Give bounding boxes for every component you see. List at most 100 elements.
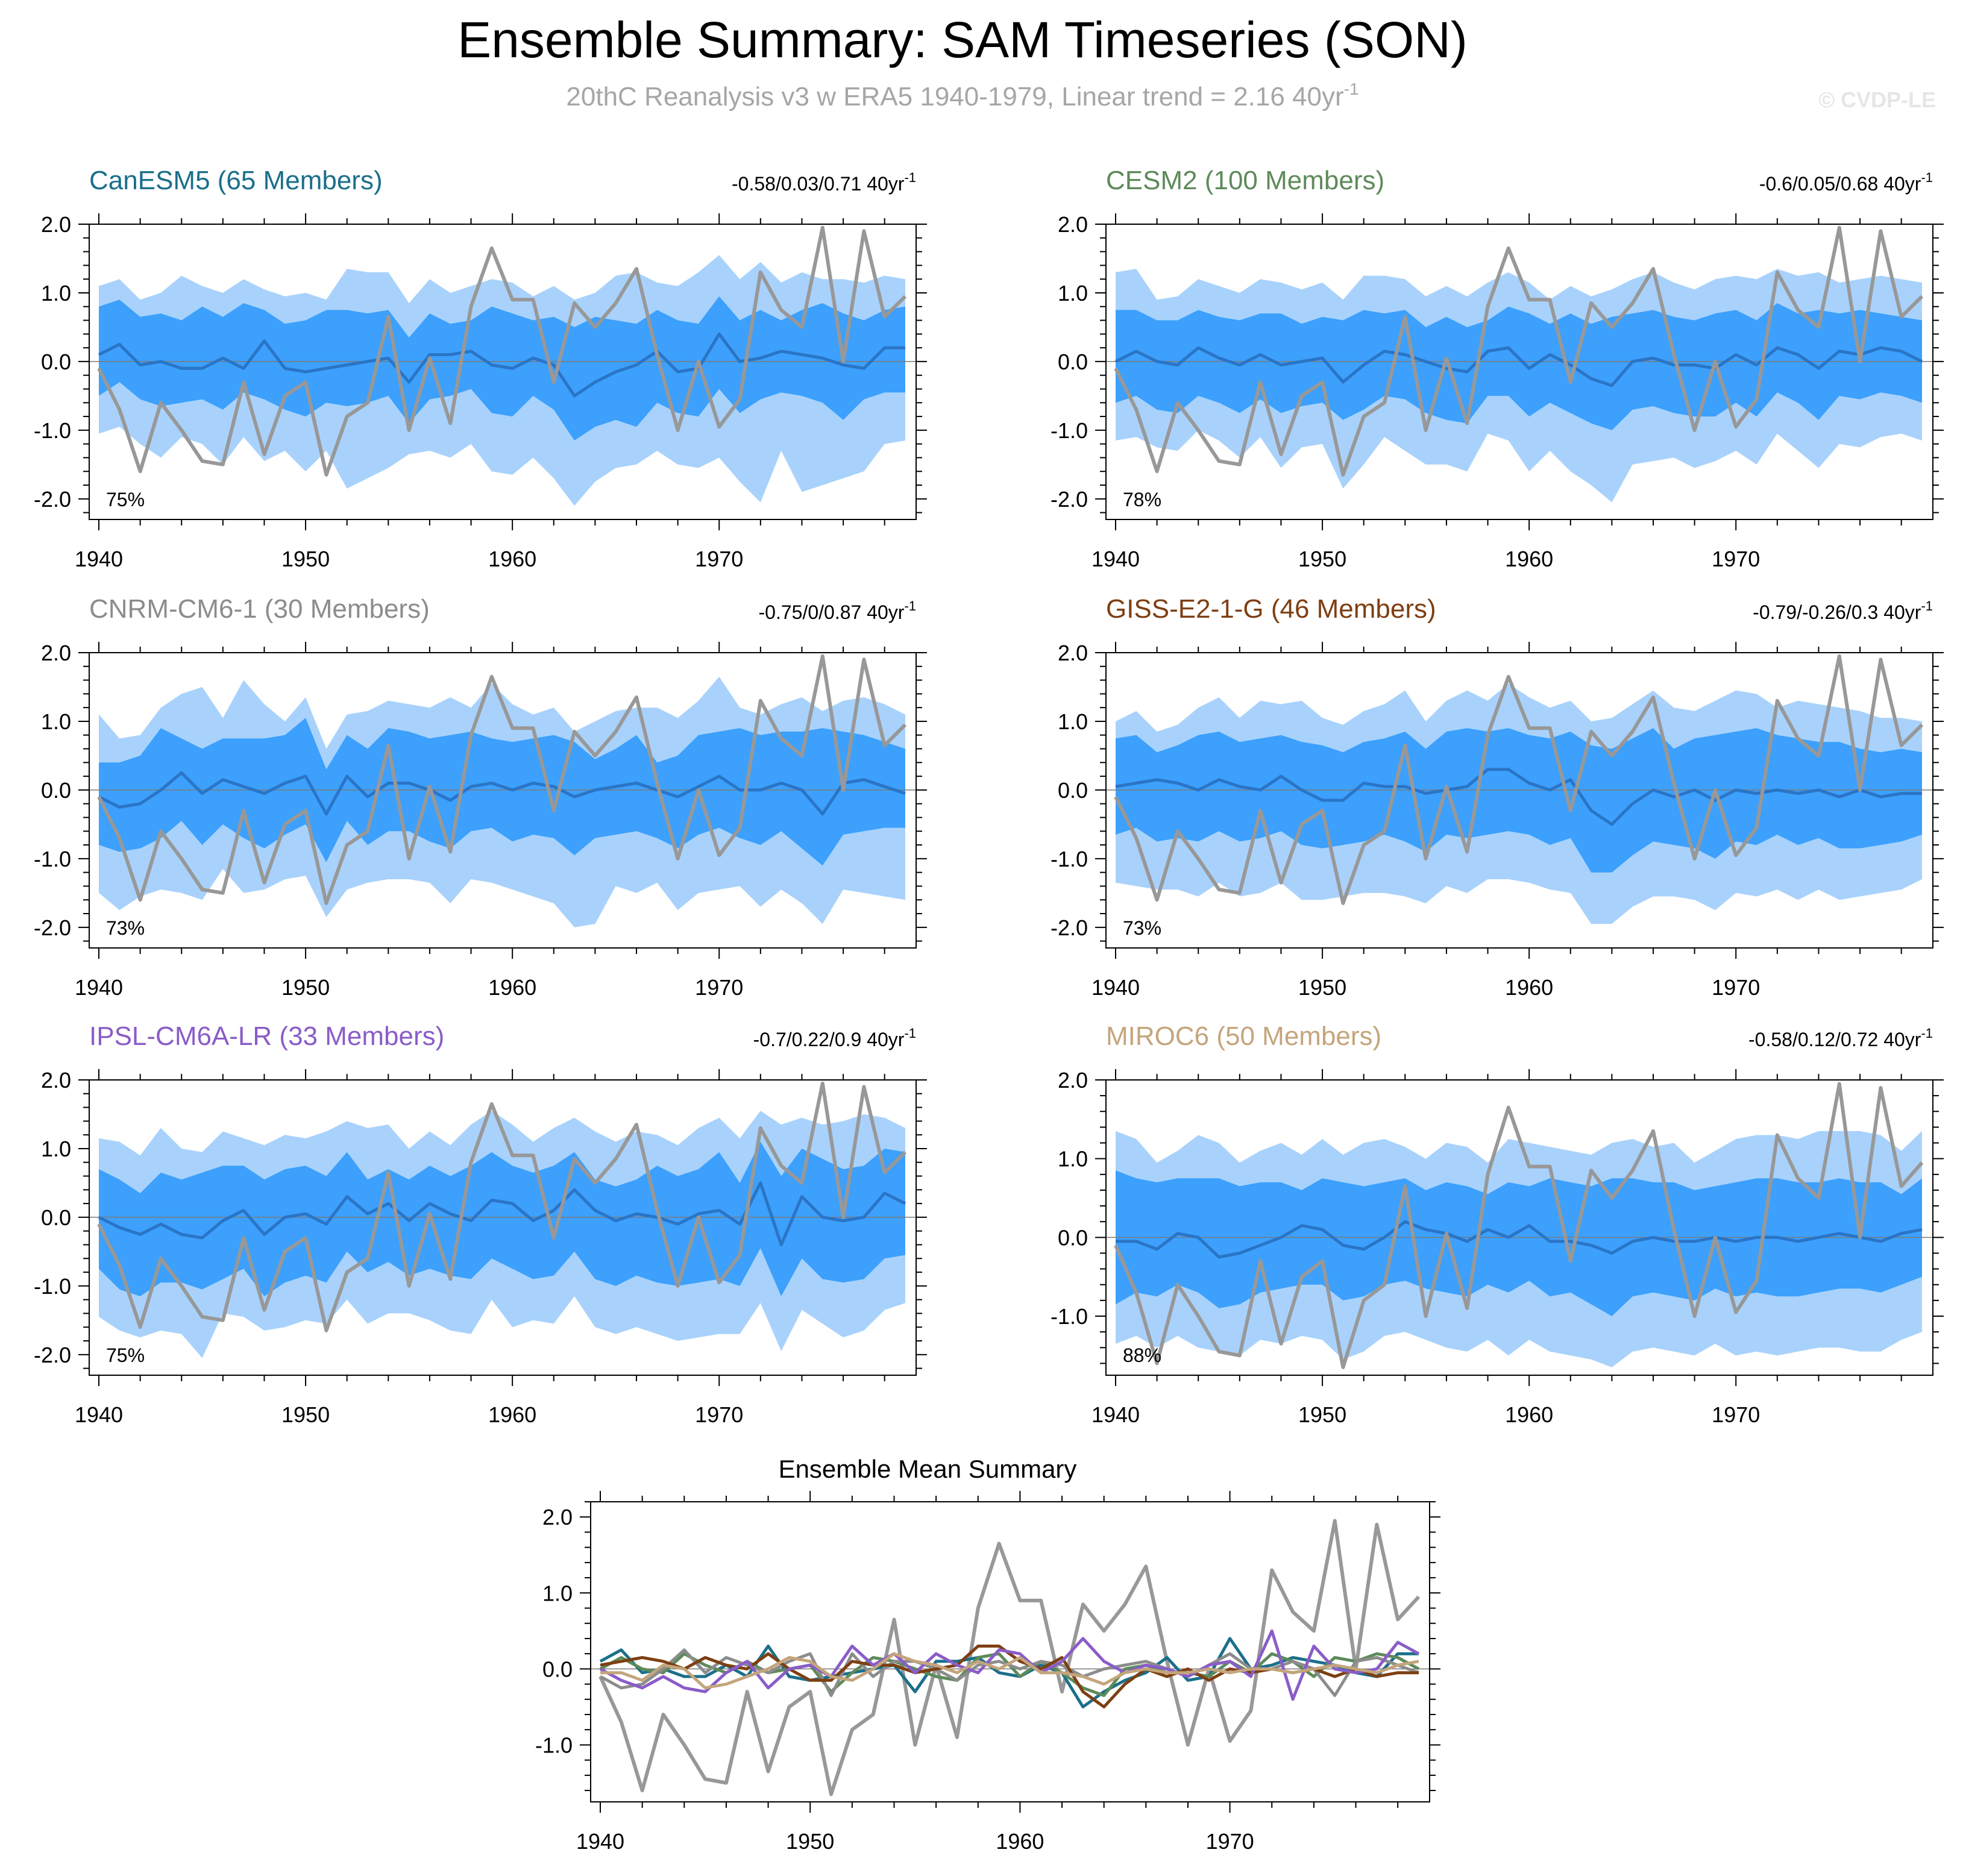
plot-border	[1105, 652, 1933, 949]
y-tick-label: 1.0	[41, 709, 71, 734]
y-tick-label: 0.0	[41, 1205, 71, 1230]
x-tick-label: 1970	[1712, 547, 1760, 571]
panel-1: 2.0 1.0 0.0 -1.0 -2.0 1940 1950 1960 1970 CESM2 (…	[1051, 166, 1944, 571]
x-tick-label: 1940	[576, 1829, 624, 1854]
watermark: © CVDP-LE	[1818, 87, 1936, 112]
plot-border	[89, 1079, 917, 1376]
observed-line	[1114, 654, 1924, 905]
panel-title: CESM2 (100 Members)	[1106, 166, 1384, 195]
panel-title: Ensemble Mean Summary	[779, 1455, 1077, 1483]
panel-3: 2.0 1.0 0.0 -1.0 -2.0 1940 1950 1960 1970 GISS-E2…	[1051, 594, 1944, 1000]
x-tick-label: 1970	[695, 975, 743, 1000]
y-tick-label: 1.0	[542, 1581, 573, 1605]
plot-border	[1105, 224, 1933, 520]
plot-border	[590, 1501, 1430, 1802]
panel-5: 2.0 1.0 0.0 -1.0 1940 1950 1960 1970 MIROC6 (50 …	[1051, 1021, 1944, 1427]
y-tick-label: 1.0	[1058, 281, 1088, 306]
trend-range: -0.75/0/0.87 40yr-1	[759, 598, 917, 623]
trend-superscript: -1	[904, 598, 916, 613]
y-tick-label: 2.0	[1058, 212, 1088, 237]
x-tick-label: 1970	[1206, 1829, 1254, 1854]
ensemble-mean-line	[98, 771, 906, 816]
panel-0: 2.0 1.0 0.0 -1.0 -2.0 1940 1950 1960 1970 CanESM5…	[34, 166, 927, 571]
percentile-rank: 73%	[106, 917, 145, 939]
y-tick-label: -2.0	[34, 487, 71, 512]
subtitle-superscript: -1	[1344, 80, 1359, 98]
trend-text: -0.6/0.05/0.68 40yr	[1759, 173, 1921, 195]
observed-line	[1114, 225, 1924, 477]
observed-line	[598, 1519, 1421, 1796]
y-tick-label: -1.0	[1051, 847, 1088, 871]
observed-line	[97, 1081, 907, 1332]
plot-border	[1105, 1079, 1933, 1376]
trend-superscript: -1	[904, 1026, 916, 1041]
x-tick-label: 1970	[695, 1402, 743, 1427]
y-tick-label: 2.0	[1058, 1068, 1088, 1093]
x-tick-label: 1940	[1091, 1402, 1140, 1427]
panel-title: MIROC6 (50 Members)	[1106, 1021, 1381, 1051]
x-tick-label: 1950	[281, 975, 330, 1000]
trend-text: -0.7/0.22/0.9 40yr	[753, 1029, 905, 1050]
x-tick-label: 1960	[488, 975, 536, 1000]
ensemble-mean-line	[1116, 1220, 1923, 1259]
figure-title: Ensemble Summary: SAM Timeseries (SON)	[457, 11, 1468, 68]
y-tick-label: -1.0	[535, 1733, 573, 1757]
y-tick-label: 2.0	[41, 1068, 71, 1093]
trend-text: -0.58/0.12/0.72 40yr	[1748, 1029, 1921, 1050]
y-tick-label: 0.0	[41, 350, 71, 374]
figure-subtitle: 20thC Reanalysis v3 w ERA5 1940-1979, Li…	[566, 80, 1358, 111]
panel-title: CNRM-CM6-1 (30 Members)	[89, 594, 430, 624]
inner-spread-band	[99, 1141, 905, 1296]
trend-range: -0.7/0.22/0.9 40yr-1	[753, 1026, 916, 1050]
panel-title: GISS-E2-1-G (46 Members)	[1106, 594, 1436, 624]
y-tick-label: -2.0	[1051, 915, 1088, 940]
ensemble-mean-line	[98, 332, 905, 398]
y-tick-label: 2.0	[41, 212, 71, 237]
x-tick-label: 1950	[281, 547, 330, 571]
x-tick-label: 1950	[281, 1402, 330, 1427]
percentile-rank: 73%	[1123, 917, 1161, 939]
trend-superscript: -1	[904, 170, 916, 185]
series-line-ipsl-cm6a-lr	[599, 1629, 1420, 1701]
y-tick-label: 0.0	[41, 778, 71, 803]
observed-line	[97, 225, 907, 477]
y-tick-label: 1.0	[1058, 1147, 1088, 1172]
percentile-rank: 75%	[106, 1344, 145, 1366]
x-tick-label: 1970	[695, 547, 743, 571]
x-tick-label: 1960	[1505, 547, 1553, 571]
ensemble-mean-line	[1115, 768, 1922, 826]
x-tick-label: 1960	[488, 1402, 536, 1427]
trend-superscript: -1	[1921, 170, 1933, 185]
percentile-rank: 78%	[1123, 489, 1161, 510]
y-tick-label: 2.0	[1058, 641, 1088, 665]
percentile-rank: 88%	[1123, 1344, 1161, 1366]
panel-6: 2.0 1.0 0.0 -1.0 1940 1950 1960 1970 Ensemble Me…	[535, 1455, 1440, 1854]
inner-spread-band	[99, 296, 905, 441]
y-tick-label: 0.0	[1058, 778, 1088, 803]
ensemble-mean-line	[1114, 346, 1923, 387]
series-line-miroc6	[600, 1652, 1419, 1690]
x-tick-label: 1950	[786, 1829, 834, 1854]
y-tick-label: 2.0	[542, 1505, 573, 1529]
trend-range: -0.6/0.05/0.68 40yr-1	[1759, 170, 1933, 195]
y-tick-label: 2.0	[41, 641, 71, 665]
trend-range: -0.58/0.12/0.72 40yr-1	[1748, 1026, 1933, 1050]
x-tick-label: 1960	[1505, 975, 1553, 1000]
x-tick-label: 1940	[75, 547, 123, 571]
trend-superscript: -1	[1921, 1026, 1933, 1041]
panel-2: 2.0 1.0 0.0 -1.0 -2.0 1940 1950 1960 1970 CNRM-CM…	[34, 594, 927, 1000]
x-tick-label: 1950	[1298, 547, 1346, 571]
ensemble-mean-line	[98, 1181, 906, 1246]
y-tick-label: 0.0	[542, 1657, 573, 1681]
x-tick-label: 1940	[1091, 975, 1140, 1000]
trend-superscript: -1	[1921, 598, 1933, 613]
inner-spread-band	[99, 718, 905, 866]
y-tick-label: -1.0	[34, 418, 71, 443]
x-tick-label: 1960	[1505, 1402, 1553, 1427]
panel-title: CanESM5 (65 Members)	[89, 166, 383, 195]
inner-spread-band	[1116, 728, 1922, 873]
trend-text: -0.58/0.03/0.71 40yr	[732, 173, 905, 195]
y-tick-label: 1.0	[1058, 709, 1088, 734]
inner-spread-band	[1116, 1170, 1922, 1316]
